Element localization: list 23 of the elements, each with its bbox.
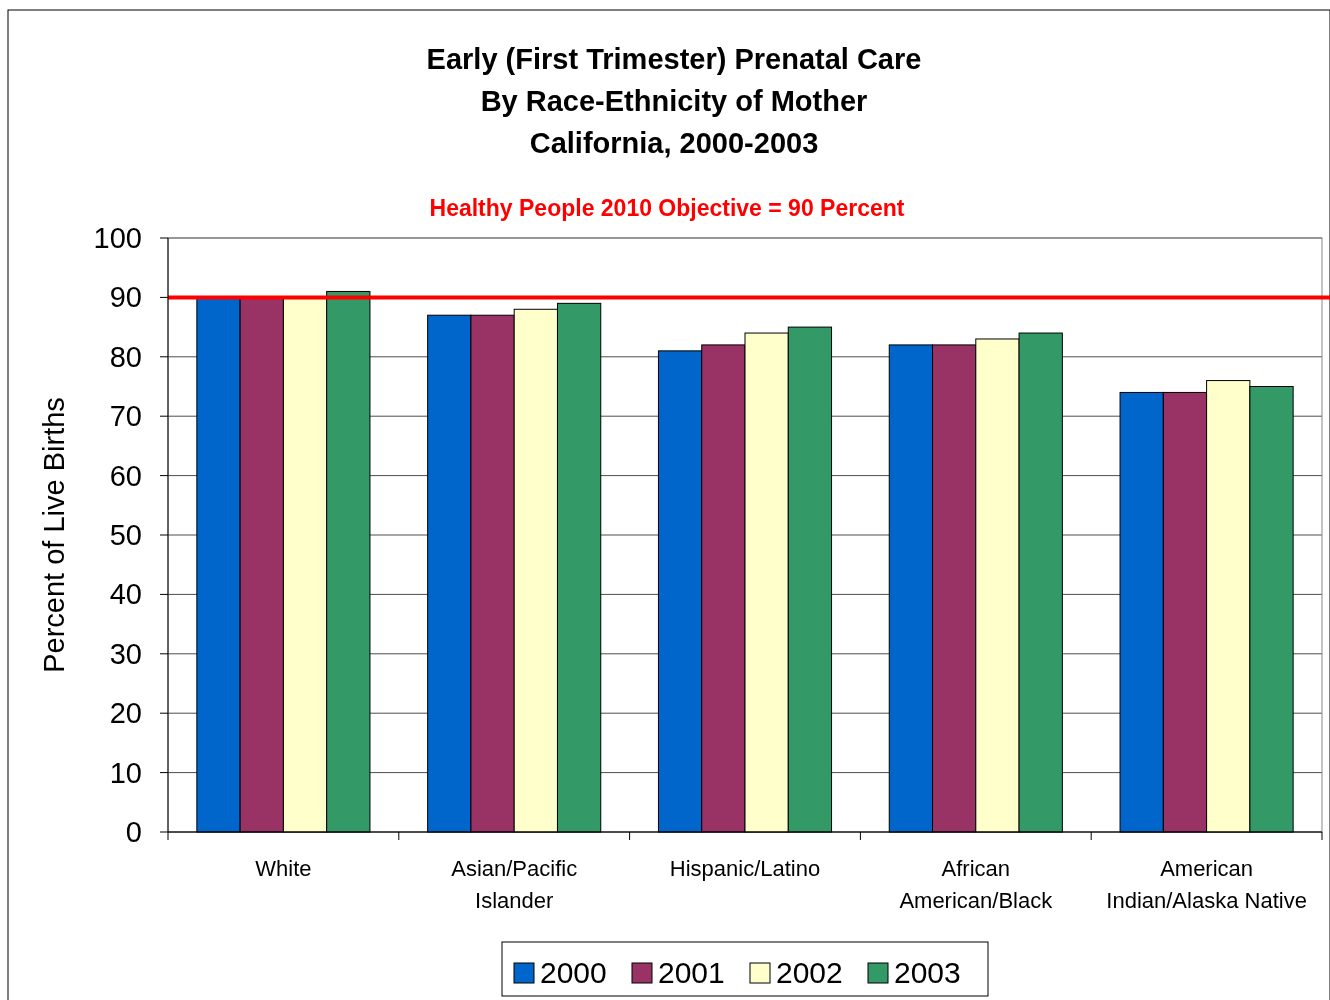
y-tick-label: 60 <box>109 459 142 492</box>
y-tick-label: 10 <box>109 756 142 789</box>
y-tick-label: 40 <box>109 578 142 611</box>
legend-label: 2000 <box>540 956 607 989</box>
y-tick-label: 90 <box>109 281 142 314</box>
chart-title: Early (First Trimester) Prenatal Care By Race-Ethnicity of Mother California, 2000-2003 <box>426 43 922 159</box>
y-tick-label: 30 <box>109 637 142 670</box>
legend-label: 2001 <box>658 956 725 989</box>
legend-label: 2003 <box>894 956 961 989</box>
y-tick-label: 80 <box>109 340 142 373</box>
legend-label: 2002 <box>776 956 843 989</box>
y-tick-label: 100 <box>93 222 142 254</box>
y-axis-title: Percent of Live Births <box>38 397 70 673</box>
x-tick-label: African American/Black <box>899 856 1054 913</box>
x-tick-label: Asian/Pacific Islander <box>451 856 578 913</box>
y-tick-label: 70 <box>109 400 142 433</box>
y-tick-label: 20 <box>109 697 142 730</box>
ref-line-label: Healthy People 2010 Objective = 90 Percent <box>429 195 905 221</box>
y-tick-label: 0 <box>125 816 142 848</box>
x-tick-label: American Indian/Alaska Native <box>1106 856 1307 913</box>
x-tick-label: Hispanic/Latino <box>669 856 821 881</box>
y-tick-label: 50 <box>109 519 142 551</box>
x-tick-label: White <box>255 856 312 881</box>
